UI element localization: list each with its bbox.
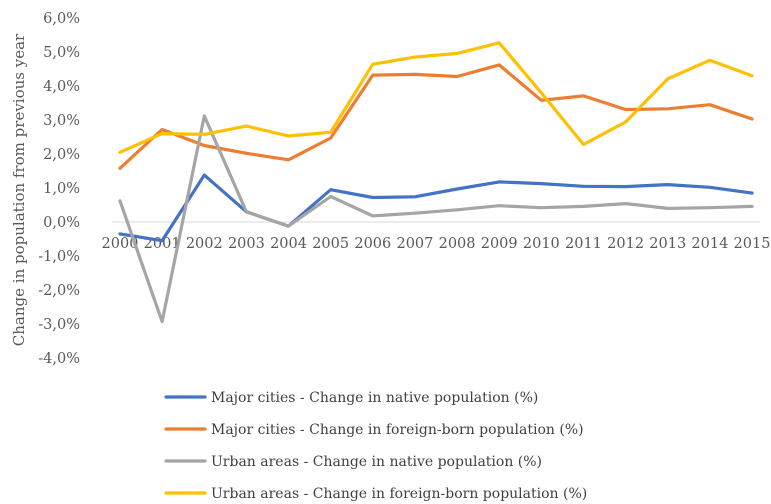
- y-tick-label: -4,0%: [38, 351, 80, 367]
- x-tick-label: 2000: [102, 236, 139, 252]
- x-tick-label: 2004: [270, 236, 307, 252]
- series-line-3: [118, 114, 754, 324]
- x-tick-label: 2003: [228, 236, 265, 252]
- y-tick-label: 5,0%: [43, 45, 80, 61]
- x-tick-label: 2011: [565, 236, 602, 252]
- x-tick-label: 2014: [691, 236, 728, 252]
- y-axis-ticks: 6,0% 5,0% 4,0% 3,0% 2,0% 1,0% 0,0% -1,0% -2,0% -3…: [38, 11, 80, 367]
- x-tick-label: 2002: [186, 236, 223, 252]
- legend-label: Major cities - Change in foreign-born po…: [211, 422, 584, 438]
- series-line-1: [118, 173, 754, 243]
- legend-label: Urban areas - Change in native populatio…: [211, 454, 542, 470]
- y-tick-label: 3,0%: [43, 113, 80, 129]
- x-tick-label: 2008: [439, 236, 476, 252]
- legend: Major cities - Change in native populati…: [164, 390, 587, 502]
- y-tick-label: 0,0%: [43, 215, 80, 231]
- series-line-2: [118, 63, 754, 170]
- x-tick-label: 2012: [607, 236, 644, 252]
- y-tick-label: -1,0%: [38, 249, 80, 265]
- y-axis-label: Change in population from previous year: [10, 33, 28, 346]
- x-axis-ticks: 2000 2001 2002 2003 2004 2005 2006 2007 2008 2009…: [102, 236, 771, 252]
- legend-label: Major cities - Change in native populati…: [211, 390, 538, 406]
- series-line-4: [118, 41, 754, 154]
- x-tick-label: 2009: [481, 236, 518, 252]
- x-tick-label: 2005: [312, 236, 349, 252]
- y-tick-label: 1,0%: [43, 181, 80, 197]
- x-tick-label: 2013: [649, 236, 686, 252]
- y-tick-label: -3,0%: [38, 317, 80, 333]
- x-tick-label: 2010: [523, 236, 560, 252]
- y-tick-label: -2,0%: [38, 283, 80, 299]
- y-tick-label: 2,0%: [43, 147, 80, 163]
- legend-label: Urban areas - Change in foreign-born pop…: [211, 486, 587, 502]
- y-tick-label: 4,0%: [43, 79, 80, 95]
- x-tick-label: 2007: [396, 236, 433, 252]
- x-tick-label: 2015: [734, 236, 771, 252]
- series-lines: [118, 41, 754, 324]
- y-tick-label: 6,0%: [43, 11, 80, 27]
- x-tick-label: 2006: [354, 236, 391, 252]
